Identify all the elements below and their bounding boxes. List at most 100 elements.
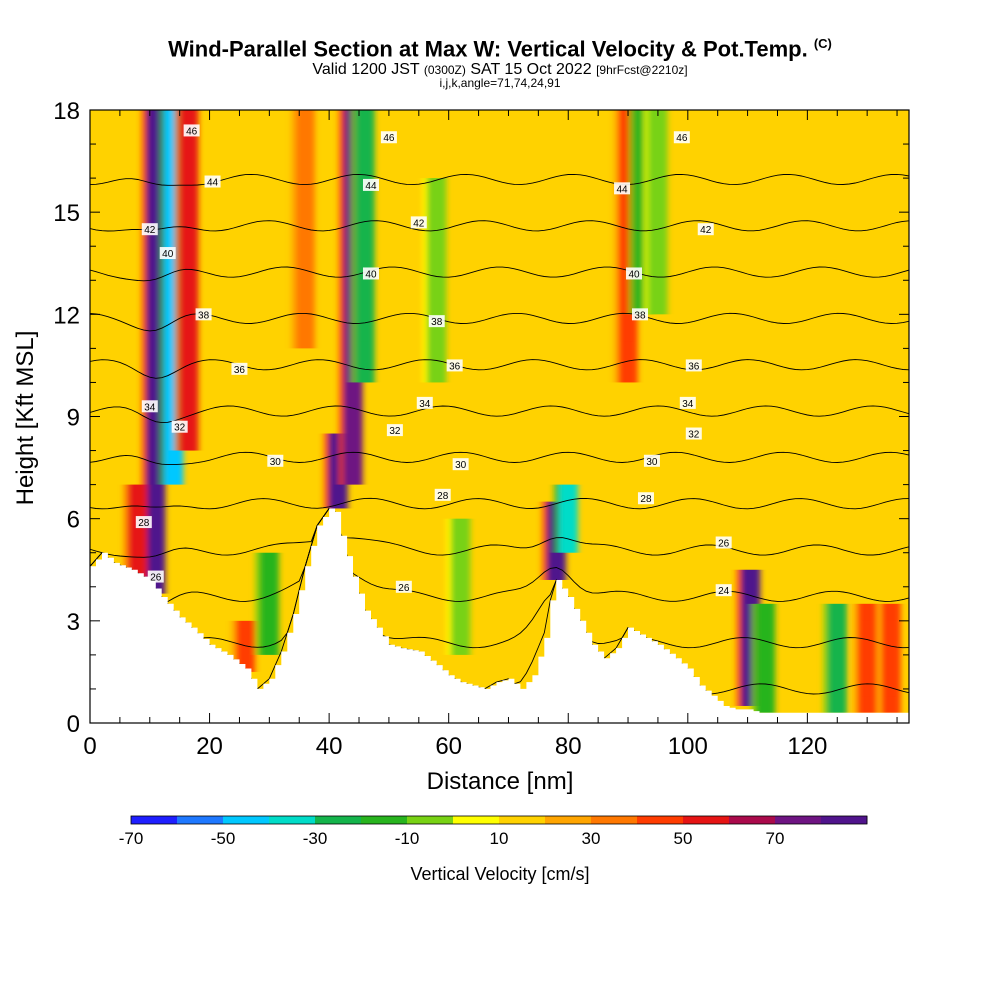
theta-contour-26 bbox=[90, 507, 909, 649]
theta-contour-42 bbox=[90, 266, 909, 282]
y-axis-label: Height [Kft MSL] bbox=[12, 330, 39, 506]
theta-label-bg bbox=[614, 182, 631, 195]
theta-label-bg bbox=[631, 308, 648, 321]
valid-date: SAT 15 Oct 2022 bbox=[470, 61, 592, 78]
theta-label: 30 bbox=[455, 460, 467, 471]
colorbar-tick-label: 70 bbox=[766, 829, 785, 848]
colorbar-swatch bbox=[453, 816, 500, 824]
velocity-edge-3 bbox=[123, 484, 129, 587]
theta-label: 26 bbox=[718, 539, 730, 550]
theta-label: 32 bbox=[389, 426, 401, 437]
x-tick-label: 80 bbox=[555, 733, 582, 760]
colorbar-swatch bbox=[637, 816, 684, 824]
theta-contour-28 bbox=[90, 507, 909, 603]
x-tick-label: 60 bbox=[435, 733, 462, 760]
colorbar-frame bbox=[130, 815, 868, 825]
x-tick-label: 100 bbox=[668, 733, 708, 760]
theta-label-bg bbox=[434, 488, 451, 501]
theta-label: 38 bbox=[634, 310, 646, 321]
theta-label: 44 bbox=[207, 178, 219, 189]
chart-title-main: Wind-Parallel Section at Max W: Vertical… bbox=[168, 36, 808, 62]
chart-title: Wind-Parallel Section at Max W: Vertical… bbox=[0, 36, 1000, 62]
theta-label: 40 bbox=[365, 269, 377, 280]
y-tick-label: 0 bbox=[67, 711, 80, 738]
theta-label-bg bbox=[626, 267, 643, 280]
theta-contour-40 bbox=[90, 312, 909, 332]
x-tick-label: 20 bbox=[196, 733, 223, 760]
velocity-edge-6 bbox=[350, 110, 356, 383]
theta-label: 32 bbox=[174, 423, 186, 434]
plot-area: 46 46 46 44 44 44 42 42 42 40 40 40 38 38 38 36 36 36 34 34… bbox=[90, 110, 909, 723]
theta-label: 24 bbox=[718, 586, 730, 597]
theta-label: 46 bbox=[383, 133, 395, 144]
velocity-core-10 bbox=[622, 150, 634, 342]
chart-indices: i,j,k,angle=71,74,24,91 bbox=[439, 76, 561, 90]
theta-label: 38 bbox=[431, 317, 443, 328]
theta-label-bg bbox=[195, 308, 212, 321]
velocity-core-19 bbox=[455, 539, 466, 635]
colorbar-swatch bbox=[269, 816, 316, 824]
x-tick-label: 40 bbox=[316, 733, 343, 760]
theta-contour-46 bbox=[90, 173, 909, 186]
velocity-core-0 bbox=[150, 182, 162, 522]
theta-label: 28 bbox=[640, 494, 652, 505]
theta-label-bg bbox=[643, 454, 660, 467]
theta-label-bg bbox=[416, 396, 433, 409]
theta-label-bg bbox=[183, 124, 200, 137]
theta-label: 28 bbox=[138, 518, 150, 529]
theta-label-bg bbox=[141, 400, 158, 413]
velocity-edge-15 bbox=[852, 603, 858, 713]
theta-label-bg bbox=[147, 570, 164, 583]
theta-label-bg bbox=[673, 131, 690, 144]
velocity-core-20 bbox=[431, 208, 442, 352]
theta-contour-30 bbox=[90, 507, 909, 558]
colorbar-swatch bbox=[131, 816, 178, 824]
theta-label-bg bbox=[715, 536, 732, 549]
theta-label: 30 bbox=[646, 457, 658, 468]
x-tick-label: 0 bbox=[83, 733, 96, 760]
colorbar-swatch bbox=[407, 816, 454, 824]
theta-label-bg bbox=[171, 420, 188, 433]
velocity-edge-19 bbox=[446, 518, 452, 655]
velocity-edge-5 bbox=[338, 110, 344, 485]
theta-label-bg bbox=[637, 492, 654, 505]
y-tick-label: 15 bbox=[53, 200, 80, 227]
theta-label-bg bbox=[679, 396, 696, 409]
theta-label-bg bbox=[697, 223, 714, 236]
x-tick-label: 120 bbox=[787, 733, 827, 760]
valid-time-utc: (0300Z) bbox=[423, 63, 466, 77]
colorbar: -70 -50 -30 -10 10 30 50 70 bbox=[119, 815, 868, 848]
theta-label-bg bbox=[141, 223, 158, 236]
theta-label-bg bbox=[267, 454, 284, 467]
theta-label: 42 bbox=[413, 218, 425, 229]
forecast-info: [9hrFcst@2210z] bbox=[596, 63, 688, 77]
velocity-edge-14 bbox=[822, 603, 828, 713]
theta-contour-38 bbox=[90, 359, 909, 379]
colorbar-swatch bbox=[315, 816, 362, 824]
theta-contours bbox=[90, 173, 909, 695]
velocity-core-4 bbox=[332, 444, 344, 498]
theta-label-bg bbox=[685, 427, 702, 440]
velocity-edge-11 bbox=[628, 110, 634, 315]
theta-label-bg bbox=[452, 458, 469, 471]
velocity-core-13 bbox=[760, 620, 771, 697]
velocity-edge-4 bbox=[323, 433, 329, 509]
colorbar-label: Vertical Velocity [cm/s] bbox=[410, 864, 590, 884]
theta-label: 34 bbox=[144, 402, 156, 413]
theta-label-bg bbox=[204, 175, 221, 188]
colorbar-tick-label: 50 bbox=[674, 829, 693, 848]
theta-labels: 46 46 46 44 44 44 42 42 42 40 40 40 38 38 38 36 36 36 34 34… bbox=[135, 124, 732, 597]
theta-label: 46 bbox=[186, 126, 198, 137]
theta-label-bg bbox=[135, 516, 152, 529]
theta-label: 36 bbox=[688, 361, 700, 372]
theta-label-bg bbox=[159, 247, 176, 260]
theta-label: 46 bbox=[676, 133, 688, 144]
velocity-edge-2 bbox=[174, 110, 180, 451]
velocity-core-3 bbox=[132, 499, 144, 572]
velocity-core-16 bbox=[885, 620, 897, 697]
y-tick-label: 6 bbox=[67, 507, 80, 534]
theta-label-bg bbox=[231, 362, 248, 375]
colorbar-tick-label: 30 bbox=[582, 829, 601, 848]
velocity-edge-9 bbox=[553, 484, 559, 553]
chart-title-suffix: (C) bbox=[813, 36, 832, 51]
